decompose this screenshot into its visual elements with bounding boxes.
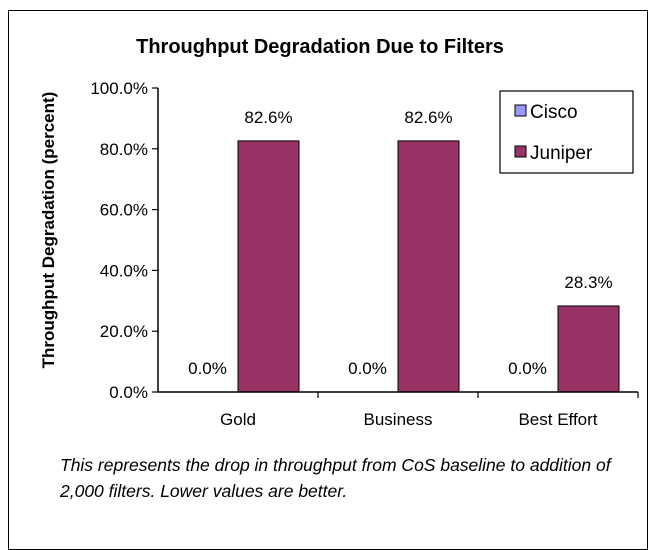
y-tick-label: 40.0% [100,261,148,280]
y-tick-label: 100.0% [90,79,148,98]
data-label-cisco: 0.0% [508,359,547,378]
legend-swatch-juniper [514,145,527,158]
data-label-juniper: 28.3% [564,273,612,292]
data-label-juniper: 82.6% [404,108,452,127]
y-tick-label: 20.0% [100,322,148,341]
legend-label-juniper: Juniper [530,143,593,164]
x-tick-label: Gold [220,410,256,429]
y-tick-label: 80.0% [100,140,148,159]
bar-juniper [397,140,460,393]
chart-title: Throughput Degradation Due to Filters [136,36,504,58]
x-tick-label: Best Effort [518,410,597,429]
chart-caption: This represents the drop in throughput f… [60,455,611,501]
data-label-cisco: 0.0% [188,359,227,378]
y-tick-label: 0.0% [109,383,148,402]
bar-juniper [557,305,620,393]
y-axis-label: Throughput Degradation (percent) [39,92,58,369]
x-tick-label: Business [364,410,433,429]
bar-chart: Throughput Degradation Due to Filters Th… [39,36,639,429]
legend-label-cisco: Cisco [530,102,578,123]
data-label-cisco: 0.0% [348,359,387,378]
legend-swatch-cisco [514,104,527,117]
data-label-juniper: 82.6% [244,108,292,127]
y-tick-label: 60.0% [100,201,148,220]
bar-juniper [237,140,300,393]
legend: Cisco Juniper [499,90,634,174]
